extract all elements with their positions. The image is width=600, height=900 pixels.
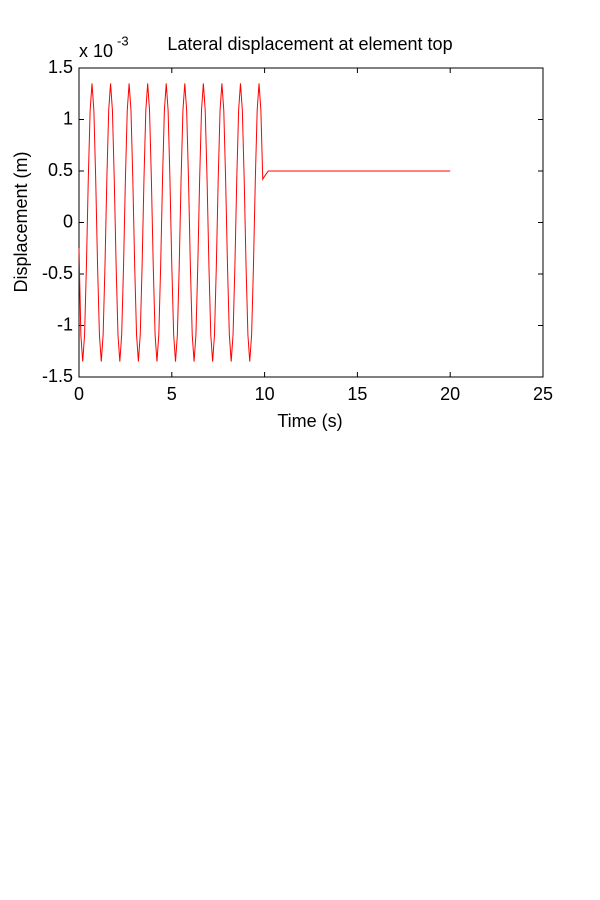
chart-title: Lateral displacement at element top [167,34,452,54]
y-tick-label: 0.5 [48,160,73,180]
x-axis-label: Time (s) [277,411,342,431]
y-tick-label: 1 [63,108,73,128]
y-tick-label: -0.5 [42,263,73,283]
y-axis-label: Displacement (m) [11,151,31,292]
x-tick-label: 20 [440,384,460,404]
data-line [78,83,451,362]
x-tick-label: 0 [74,384,84,404]
y-tick-label: 0 [63,211,73,231]
axis-multiplier: x 10 [79,41,113,61]
y-tick-label: -1 [57,314,73,334]
x-tick-label: 5 [167,384,177,404]
x-tick-label: 25 [533,384,553,404]
x-tick-label: 10 [255,384,275,404]
y-tick-label: -1.5 [42,366,73,386]
x-tick-label: 15 [347,384,367,404]
y-tick-label: 1.5 [48,57,73,77]
axis-multiplier-exponent: -3 [117,33,129,48]
